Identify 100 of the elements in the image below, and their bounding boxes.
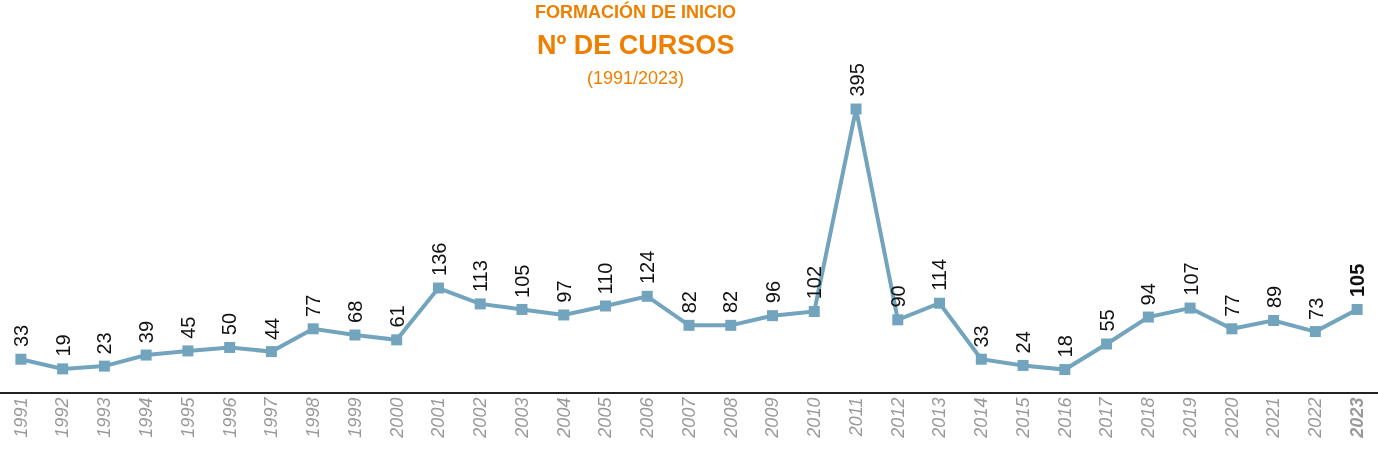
x-tick-label: 2019	[1179, 397, 1200, 439]
point	[683, 319, 695, 331]
data-label: 102	[803, 265, 826, 300]
x-tick-label: 2020	[1221, 397, 1242, 439]
point	[934, 297, 946, 309]
point	[808, 306, 820, 318]
point	[1184, 302, 1196, 314]
x-tick-label: 2011	[845, 397, 866, 438]
data-label: 110	[594, 262, 617, 295]
point	[516, 303, 528, 315]
point	[599, 300, 611, 312]
x-tick-label: 1992	[52, 397, 73, 438]
point	[641, 290, 653, 302]
data-label: 55	[1095, 309, 1118, 332]
data-label: 24	[1011, 331, 1034, 354]
point	[725, 319, 737, 331]
data-label: 89	[1263, 285, 1286, 309]
point	[1268, 315, 1280, 326]
data-label: 19	[51, 334, 74, 357]
point	[1059, 364, 1071, 376]
x-tick-label: 2018	[1138, 397, 1159, 439]
data-label: 105	[1346, 263, 1369, 298]
point	[1017, 359, 1029, 371]
data-label: 61	[385, 305, 408, 328]
point	[432, 282, 444, 294]
point	[767, 310, 779, 322]
chart-title: FORMACIÓN DE INICIO	[535, 1, 736, 22]
x-tick-label: 2010	[804, 397, 825, 439]
chart-subtitle: Nº DE CURSOS	[537, 30, 735, 60]
x-tick-label: 2015	[1012, 396, 1033, 439]
x-tick-label: 2009	[762, 397, 783, 439]
data-label: 23	[93, 332, 116, 355]
x-tick-label: 2004	[553, 397, 574, 439]
x-tick-label: 2007	[678, 396, 699, 439]
x-tick-label: 2012	[887, 397, 908, 439]
text: (1991/2023)	[587, 68, 685, 88]
data-label: 90	[886, 285, 909, 308]
data-label: 113	[469, 260, 492, 293]
point	[391, 334, 403, 346]
point	[1351, 303, 1363, 315]
x-tick-label: 1993	[94, 397, 115, 438]
point	[892, 314, 904, 326]
data-label: 82	[677, 291, 700, 314]
point	[975, 353, 987, 365]
point	[265, 346, 277, 358]
data-label: 18	[1054, 335, 1077, 358]
point	[474, 298, 486, 310]
point	[307, 323, 319, 335]
data-label: 114	[928, 258, 951, 291]
data-label: 77	[302, 294, 325, 317]
point	[1226, 323, 1238, 335]
point	[15, 353, 27, 365]
data-label: 107	[1179, 262, 1202, 296]
x-tick-label: 2008	[720, 397, 741, 439]
x-tick-label: 2022	[1305, 397, 1326, 439]
x-tick-label: 1991	[10, 397, 31, 438]
data-label: 73	[1304, 297, 1327, 320]
x-tick-label: 1996	[219, 396, 240, 438]
point	[558, 309, 570, 321]
point	[98, 360, 110, 372]
data-label: 82	[719, 290, 742, 314]
point	[349, 329, 361, 341]
x-tick-label: 2003	[511, 397, 532, 439]
point	[182, 345, 194, 357]
x-tick-label: 1997	[261, 396, 282, 438]
point	[1101, 338, 1113, 350]
data-label: 395	[845, 63, 868, 97]
x-tick-label: 1994	[136, 397, 156, 438]
data-label: 136	[427, 242, 450, 276]
data-label: 44	[260, 317, 283, 341]
x-tick-label: 1995	[177, 396, 198, 438]
x-tick-label: 2014	[971, 397, 992, 439]
x-tick-label: 2023	[1346, 397, 1367, 439]
x-tick-label: 1998	[303, 397, 324, 438]
data-label: 45	[177, 316, 199, 339]
x-tick-label: 2013	[929, 397, 950, 439]
x-tick-label: 2017	[1096, 396, 1117, 439]
x-tick-label: 1999	[344, 397, 365, 438]
data-label: 96	[761, 280, 784, 304]
point	[57, 363, 69, 375]
data-label: 33	[9, 324, 32, 348]
data-label: 105	[511, 264, 534, 298]
data-label: 77	[1221, 294, 1244, 317]
x-tick-label: 2002	[470, 397, 491, 439]
data-label: 39	[135, 320, 158, 344]
x-tick-label: 2016	[1054, 396, 1075, 439]
point	[850, 103, 862, 115]
data-label: 97	[552, 280, 575, 303]
x-tick-label: 2001	[428, 397, 449, 439]
data-label: 68	[343, 300, 366, 323]
data-label: 124	[636, 250, 659, 285]
x-tick-label: 2005	[595, 396, 616, 439]
data-label: 33	[970, 325, 993, 348]
point	[224, 341, 236, 353]
data-label: 94	[1137, 283, 1160, 306]
x-tick-label: 2021	[1263, 397, 1284, 439]
point	[1309, 326, 1321, 338]
data-label: 50	[218, 312, 241, 336]
x-tick-label: 2006	[637, 396, 658, 439]
point	[140, 349, 152, 361]
